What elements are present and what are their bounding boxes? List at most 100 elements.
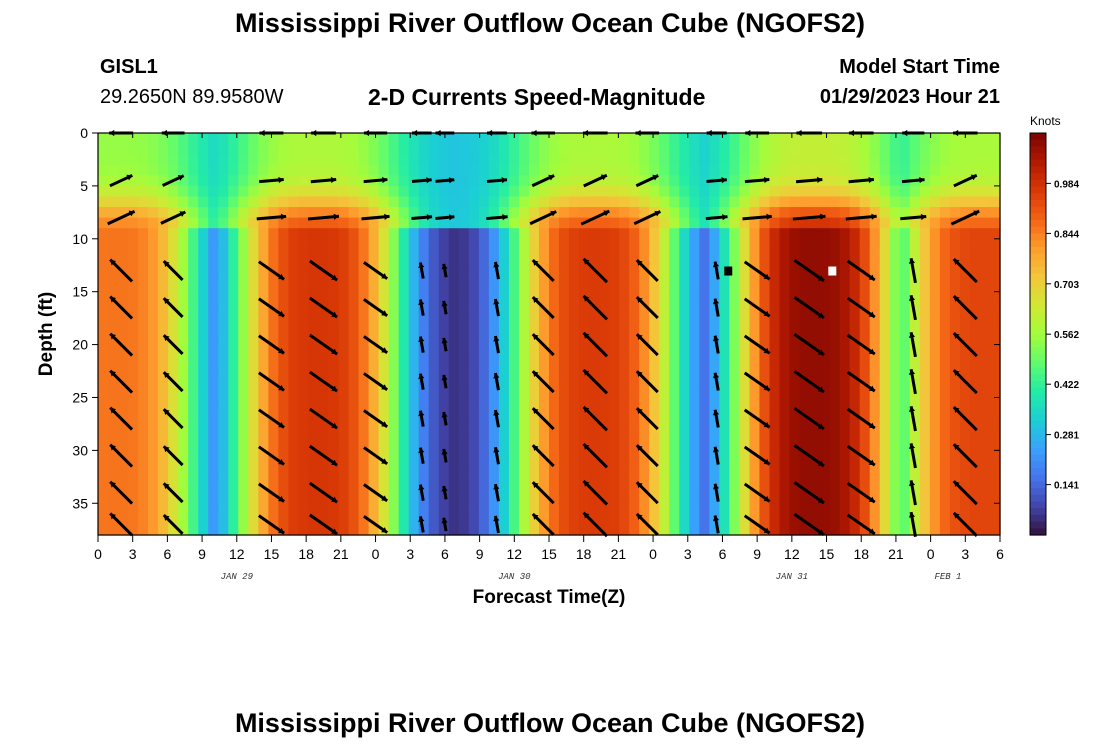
heatmap-cell bbox=[829, 323, 841, 335]
heatmap-cell bbox=[238, 503, 249, 515]
heatmap-cell bbox=[208, 397, 219, 409]
heatmap-cell bbox=[899, 397, 911, 409]
heatmap-cell bbox=[919, 133, 931, 145]
heatmap-cell bbox=[238, 175, 249, 187]
heatmap-cell bbox=[428, 408, 440, 420]
heatmap-cell bbox=[839, 175, 851, 187]
heatmap-cell bbox=[969, 397, 981, 409]
heatmap-cell bbox=[869, 492, 881, 504]
heatmap-cell bbox=[218, 386, 229, 399]
heatmap-cell bbox=[639, 154, 650, 166]
heatmap-cell bbox=[969, 408, 981, 420]
heatmap-cell bbox=[188, 249, 199, 261]
heatmap-cell bbox=[639, 482, 650, 494]
heatmap-cell bbox=[689, 503, 700, 515]
heatmap-cell bbox=[158, 249, 169, 261]
heatmap-cell bbox=[388, 196, 400, 208]
heatmap-cell bbox=[388, 312, 400, 325]
heatmap-cell bbox=[508, 302, 520, 314]
heatmap-cell bbox=[388, 259, 400, 272]
heatmap-cell bbox=[328, 376, 340, 388]
speed-heatmap bbox=[98, 133, 1001, 536]
heatmap-cell bbox=[879, 196, 891, 208]
heatmap-cell bbox=[388, 217, 400, 229]
current-vector bbox=[712, 261, 720, 280]
heatmap-cell bbox=[819, 133, 831, 145]
heatmap-cell bbox=[849, 503, 861, 515]
colorbar-segment bbox=[1030, 220, 1046, 228]
heatmap-cell bbox=[128, 217, 139, 229]
heatmap-cell bbox=[518, 503, 530, 515]
heatmap-cell bbox=[488, 503, 500, 515]
heatmap-cell bbox=[739, 344, 751, 356]
heatmap-cell bbox=[518, 418, 530, 430]
heatmap-cell bbox=[198, 365, 209, 377]
heatmap-cell bbox=[508, 217, 520, 229]
heatmap-cell bbox=[839, 185, 851, 198]
current-vector bbox=[109, 512, 134, 537]
heatmap-cell bbox=[939, 344, 951, 356]
heatmap-cell bbox=[549, 344, 560, 356]
heatmap-cell bbox=[488, 164, 500, 176]
heatmap-cell bbox=[398, 207, 410, 219]
heatmap-cell bbox=[138, 270, 149, 282]
heatmap-cell bbox=[158, 355, 169, 367]
heatmap-cell bbox=[619, 143, 630, 155]
heatmap-cell bbox=[639, 207, 650, 219]
heatmap-cell bbox=[528, 503, 540, 515]
heatmap-cell bbox=[408, 323, 420, 335]
heatmap-cell bbox=[949, 386, 961, 399]
heatmap-cell bbox=[899, 503, 911, 515]
heatmap-cell bbox=[108, 460, 119, 473]
heatmap-cell bbox=[639, 228, 650, 240]
heatmap-cell bbox=[549, 185, 560, 198]
heatmap-cell bbox=[589, 355, 600, 367]
date-label: JAN 31 bbox=[776, 572, 808, 582]
heatmap-cell bbox=[789, 386, 801, 399]
heatmap-cell bbox=[468, 524, 480, 536]
current-vector bbox=[418, 410, 425, 427]
heatmap-cell bbox=[959, 397, 971, 409]
heatmap-cell bbox=[468, 450, 480, 462]
heatmap-cell bbox=[288, 185, 300, 198]
heatmap-cell bbox=[609, 460, 620, 473]
heatmap-cell bbox=[488, 376, 500, 388]
current-vector bbox=[418, 336, 425, 353]
current-vector bbox=[486, 214, 508, 221]
heatmap-cell bbox=[869, 154, 881, 166]
heatmap-cell bbox=[478, 386, 490, 399]
heatmap-cell bbox=[288, 503, 300, 515]
heatmap-cell bbox=[609, 281, 620, 293]
heatmap-cell bbox=[398, 228, 410, 240]
heatmap-cell bbox=[418, 249, 430, 261]
heatmap-cell bbox=[749, 460, 761, 473]
heatmap-cell bbox=[819, 207, 831, 219]
heatmap-cell bbox=[669, 334, 680, 346]
heatmap-cell bbox=[669, 492, 680, 504]
heatmap-cell bbox=[779, 196, 791, 208]
heatmap-cell bbox=[138, 302, 149, 314]
heatmap-cell bbox=[368, 281, 380, 293]
heatmap-cell bbox=[418, 228, 430, 240]
heatmap-cell bbox=[669, 228, 680, 240]
heatmap-cell bbox=[458, 217, 470, 229]
heatmap-cell bbox=[909, 503, 921, 515]
heatmap-cell bbox=[128, 302, 139, 314]
heatmap-cell bbox=[118, 323, 129, 335]
current-vector bbox=[418, 447, 425, 464]
heatmap-cell bbox=[739, 334, 751, 346]
heatmap-cell bbox=[188, 386, 199, 399]
heatmap-cell bbox=[308, 397, 320, 409]
heatmap-cell bbox=[298, 408, 310, 420]
heatmap-cell bbox=[549, 397, 560, 409]
heatmap-cell bbox=[949, 281, 961, 293]
heatmap-cell bbox=[579, 164, 590, 176]
heatmap-cell bbox=[739, 270, 751, 282]
heatmap-cell bbox=[198, 471, 209, 483]
heatmap-cell bbox=[168, 207, 179, 219]
heatmap-cell bbox=[268, 365, 279, 377]
heatmap-cell bbox=[128, 439, 139, 451]
heatmap-cell bbox=[759, 376, 771, 388]
heatmap-cell bbox=[428, 365, 440, 377]
heatmap-cell bbox=[508, 471, 520, 483]
